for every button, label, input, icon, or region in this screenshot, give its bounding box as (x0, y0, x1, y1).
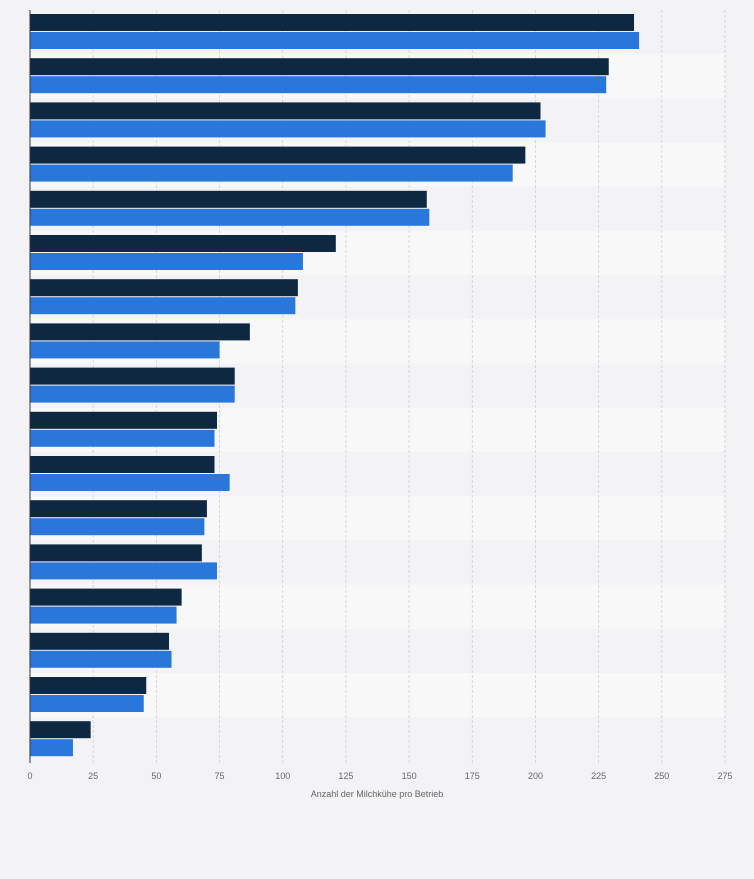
bar-s1-row-13 (30, 544, 202, 562)
bar-s2-row-8 (30, 341, 220, 359)
bar-s2-row-17 (30, 739, 73, 757)
bar-s2-row-3 (30, 120, 546, 138)
x-tick-50: 50 (151, 771, 161, 781)
bar-s2-row-9 (30, 385, 235, 403)
bar-s1-row-11 (30, 456, 215, 473)
x-tick-225: 225 (591, 771, 606, 781)
bar-s2-row-5 (30, 208, 430, 226)
bar-s2-row-15 (30, 650, 172, 668)
bar-s1-row-5 (30, 190, 427, 208)
bar-s1-row-12 (30, 500, 207, 518)
bar-s2-row-13 (30, 562, 218, 580)
bar-s2-row-16 (30, 695, 144, 712)
bar-s2-row-4 (30, 164, 513, 182)
bar-s1-row-9 (30, 367, 235, 385)
bar-s2-row-12 (30, 518, 205, 536)
bar-s1-row-7 (30, 279, 298, 297)
x-tick-100: 100 (275, 771, 290, 781)
bar-s2-row-2 (30, 76, 607, 94)
bar-s2-row-14 (30, 606, 177, 624)
bar-s2-row-10 (30, 429, 215, 447)
x-tick-150: 150 (402, 771, 417, 781)
x-axis-title: Anzahl der Milchkühe pro Betrieb (311, 789, 444, 799)
x-tick-0: 0 (27, 771, 32, 781)
bar-s1-row-4 (30, 146, 526, 164)
bar-s1-row-14 (30, 588, 182, 606)
bar-s1-row-16 (30, 677, 147, 694)
bar-s1-row-3 (30, 102, 541, 120)
x-tick-200: 200 (528, 771, 543, 781)
bar-s1-row-8 (30, 323, 250, 341)
x-tick-labels: 0 25 50 75 100 125 150 175 200 225 250 275 (27, 771, 732, 781)
bar-s1-row-6 (30, 235, 336, 252)
bar-s2-row-11 (30, 474, 230, 491)
bar-s2-row-6 (30, 253, 303, 270)
row-band-16 (30, 717, 725, 762)
x-tick-75: 75 (215, 771, 225, 781)
bar-s1-row-1 (30, 14, 635, 31)
bar-s2-row-1 (30, 32, 640, 49)
bar-s1-row-15 (30, 632, 169, 650)
bar-s2-row-7 (30, 297, 296, 315)
x-tick-175: 175 (465, 771, 480, 781)
bars (30, 14, 640, 757)
x-tick-250: 250 (654, 771, 669, 781)
x-tick-275: 275 (717, 771, 732, 781)
x-tick-125: 125 (338, 771, 353, 781)
bar-s1-row-17 (30, 721, 91, 739)
x-tick-25: 25 (88, 771, 98, 781)
bar-s1-row-2 (30, 58, 609, 76)
bar-s1-row-10 (30, 411, 218, 429)
